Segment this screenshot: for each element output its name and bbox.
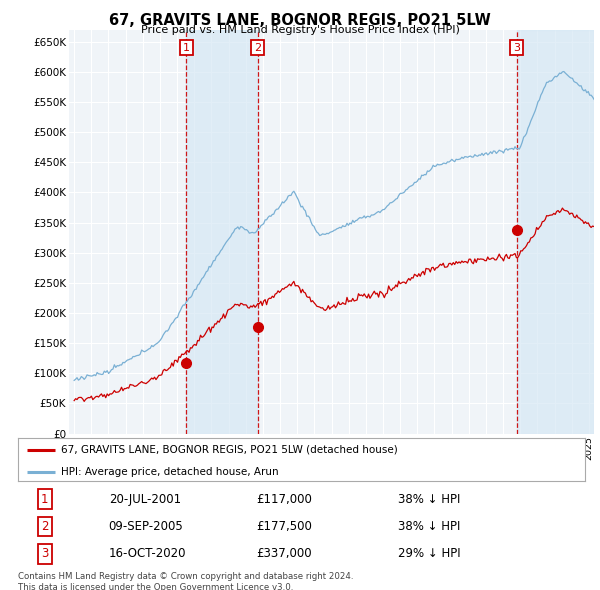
Bar: [187, 30, 257, 434]
Bar: [517, 30, 594, 434]
Text: 29% ↓ HPI: 29% ↓ HPI: [398, 548, 461, 560]
Text: 67, GRAVITS LANE, BOGNOR REGIS, PO21 5LW: 67, GRAVITS LANE, BOGNOR REGIS, PO21 5LW: [109, 13, 491, 28]
Text: 20-JUL-2001: 20-JUL-2001: [109, 493, 181, 506]
Text: 3: 3: [513, 42, 520, 53]
Text: HPI: Average price, detached house, Arun: HPI: Average price, detached house, Arun: [61, 467, 278, 477]
Text: £337,000: £337,000: [256, 548, 312, 560]
Text: Price paid vs. HM Land Registry's House Price Index (HPI): Price paid vs. HM Land Registry's House …: [140, 25, 460, 35]
Text: 1: 1: [183, 42, 190, 53]
Text: £177,500: £177,500: [256, 520, 312, 533]
Text: 67, GRAVITS LANE, BOGNOR REGIS, PO21 5LW (detached house): 67, GRAVITS LANE, BOGNOR REGIS, PO21 5LW…: [61, 445, 397, 455]
Text: 2: 2: [254, 42, 261, 53]
Text: 3: 3: [41, 548, 49, 560]
Text: £117,000: £117,000: [256, 493, 312, 506]
Text: 38% ↓ HPI: 38% ↓ HPI: [398, 493, 460, 506]
Text: 2: 2: [41, 520, 49, 533]
Text: Contains HM Land Registry data © Crown copyright and database right 2024.
This d: Contains HM Land Registry data © Crown c…: [18, 572, 353, 590]
Text: 16-OCT-2020: 16-OCT-2020: [109, 548, 186, 560]
Text: 1: 1: [41, 493, 49, 506]
Text: 38% ↓ HPI: 38% ↓ HPI: [398, 520, 460, 533]
Text: 09-SEP-2005: 09-SEP-2005: [109, 520, 184, 533]
